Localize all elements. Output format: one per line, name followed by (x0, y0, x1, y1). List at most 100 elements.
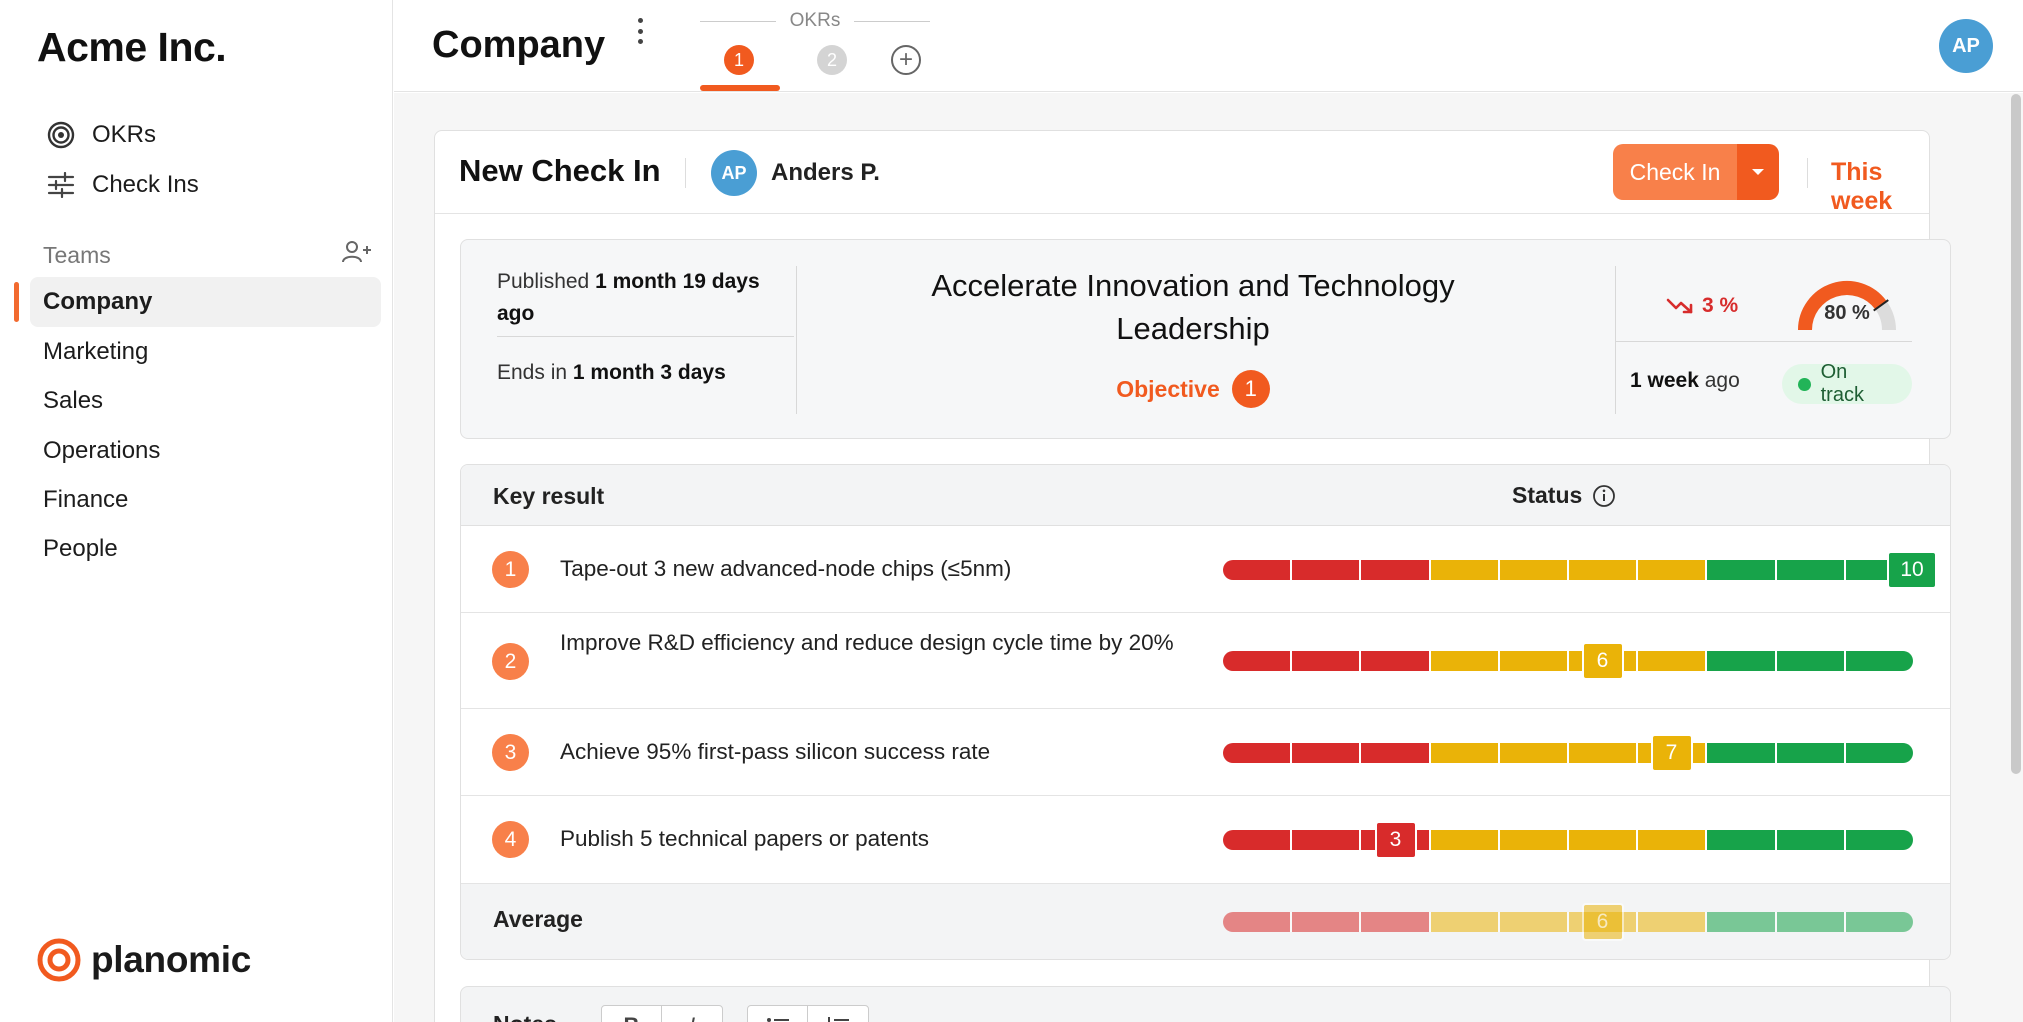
page-title: Company (432, 24, 606, 66)
italic-button[interactable]: I (662, 1006, 722, 1022)
status-scale-segment (1499, 912, 1570, 932)
status-scale-bar[interactable] (1223, 560, 1913, 580)
user-avatar[interactable]: AP (1939, 19, 1993, 73)
status-scale-segment (1707, 560, 1777, 580)
check-in-user: AP Anders P. (711, 150, 880, 196)
status-scale-bar[interactable] (1223, 743, 1913, 763)
status-score-marker[interactable]: 10 (1887, 551, 1937, 589)
objective-divider (1615, 266, 1616, 414)
metrics-divider (1616, 341, 1912, 342)
trending-down-icon (1666, 298, 1693, 314)
status-label: On track (1820, 361, 1864, 406)
status-scale-segment (1223, 743, 1293, 763)
objective-number-badge: 1 (1231, 370, 1270, 408)
status-scale-segment (1776, 830, 1846, 850)
nav-item-check-ins[interactable]: Check Ins (46, 170, 199, 200)
active-tab-underline (700, 85, 780, 91)
add-team-member-icon[interactable] (341, 240, 373, 270)
numbered-list-icon[interactable] (808, 1006, 868, 1022)
check-in-dropdown-button[interactable] (1737, 144, 1779, 200)
status-scale-segment (1776, 651, 1846, 671)
period-selector[interactable]: This week (1831, 158, 1893, 215)
active-team-marker (14, 282, 19, 322)
header-status-label: Status (1512, 482, 1583, 508)
check-in-button[interactable]: Check In (1613, 144, 1737, 200)
team-item-sales[interactable]: Sales (43, 387, 104, 414)
bold-button[interactable]: B (602, 1006, 662, 1022)
main-content: New Check In AP Anders P. Check In This … (394, 93, 2023, 1022)
status-scale-segment (1499, 560, 1570, 580)
status-score-marker[interactable]: 6 (1581, 642, 1624, 680)
published-info: Published 1 month 19 days ago (497, 266, 794, 337)
team-item-operations[interactable]: Operations (43, 437, 161, 464)
key-result-row[interactable]: 4 Publish 5 technical papers or patents … (461, 796, 1950, 884)
okr-tab-1[interactable]: 1 (724, 45, 754, 75)
key-result-number-badge: 3 (492, 734, 529, 771)
status-scale-segment (1499, 743, 1570, 763)
progress-gauge-tick (1873, 299, 1889, 312)
status-scale-segment (1223, 560, 1293, 580)
status-scale-bar[interactable] (1223, 651, 1913, 671)
team-item-marketing[interactable]: Marketing (43, 338, 149, 365)
key-result-row[interactable]: 3 Achieve 95% first-pass silicon success… (461, 709, 1950, 796)
team-item-company[interactable]: Company (30, 277, 381, 327)
trend-value: 3 % (1702, 294, 1739, 317)
key-result-text: Publish 5 technical papers or patents (560, 826, 929, 851)
progress-gauge: 80 % (1791, 266, 1903, 336)
notes-label: Notes (493, 1011, 557, 1022)
status-scale-segment (1223, 651, 1293, 671)
last-check-in: 1 week ago (1630, 369, 1740, 393)
status-scale-segment (1292, 651, 1362, 671)
status-scale-segment (1638, 560, 1708, 580)
key-results-table: Key result Status 1 Tape-out 3 new advan… (460, 464, 1951, 960)
key-result-number-badge: 4 (492, 821, 529, 858)
status-scale-segment (1292, 830, 1362, 850)
okr-tab-2[interactable]: 2 (817, 45, 847, 75)
format-toolbar-lists (747, 1005, 869, 1022)
status-scale-segment (1361, 743, 1431, 763)
status-scale-segment (1569, 830, 1639, 850)
team-item-finance[interactable]: Finance (43, 486, 129, 513)
status-scale-segment (1845, 830, 1913, 850)
status-badge: On track (1782, 361, 1912, 406)
bullet-list-icon[interactable] (748, 1006, 808, 1022)
objective-summary: Accelerate Innovation and Technology Lea… (931, 264, 1455, 408)
format-toolbar-text: B I (601, 1005, 723, 1022)
status-scale-segment (1776, 743, 1846, 763)
status-scale-segment (1430, 560, 1500, 580)
planomic-logo-icon (37, 938, 81, 982)
nav-item-okrs[interactable]: OKRs (46, 120, 156, 150)
scrollbar[interactable] (2011, 94, 2021, 774)
status-scale-segment (1569, 743, 1639, 763)
objective-title: Accelerate Innovation and Technology Lea… (931, 268, 1455, 346)
status-scale-segment (1223, 912, 1293, 932)
status-score-marker[interactable]: 7 (1650, 734, 1693, 772)
more-options-icon[interactable] (630, 18, 650, 44)
key-results-header: Key result Status (461, 465, 1950, 526)
check-in-title: New Check In (459, 153, 661, 188)
status-scale-bar[interactable] (1223, 830, 1913, 850)
status-scale-segment (1430, 912, 1500, 932)
status-scale-segment (1430, 830, 1500, 850)
check-in-card: New Check In AP Anders P. Check In This … (434, 130, 1951, 1022)
teams-header: Teams (43, 240, 373, 270)
status-scale-segment (1292, 743, 1362, 763)
info-icon[interactable] (1592, 484, 1616, 508)
team-item-people[interactable]: People (43, 535, 118, 562)
trend-indicator: 3 % (1666, 294, 1738, 318)
objective-tag: Objective 1 (931, 370, 1455, 408)
status-scale-segment (1499, 651, 1570, 671)
add-okr-tab-icon[interactable]: + (891, 45, 921, 75)
last-check-in-value: 1 week (1630, 369, 1699, 392)
status-scale-segment (1707, 912, 1777, 932)
key-result-row[interactable]: 1 Tape-out 3 new advanced-node chips (≤5… (461, 526, 1950, 613)
status-scale-segment (1707, 743, 1777, 763)
check-in-user-avatar: AP (711, 150, 757, 196)
status-score-marker[interactable]: 3 (1374, 821, 1417, 859)
published-prefix: Published (497, 270, 596, 293)
key-result-row[interactable]: 2 Improve R&D efficiency and reduce desi… (461, 613, 1950, 709)
status-scale-segment (1361, 912, 1431, 932)
status-scale-segment (1223, 830, 1293, 850)
key-result-text: Improve R&D efficiency and reduce design… (560, 630, 1174, 655)
target-icon (46, 120, 76, 150)
